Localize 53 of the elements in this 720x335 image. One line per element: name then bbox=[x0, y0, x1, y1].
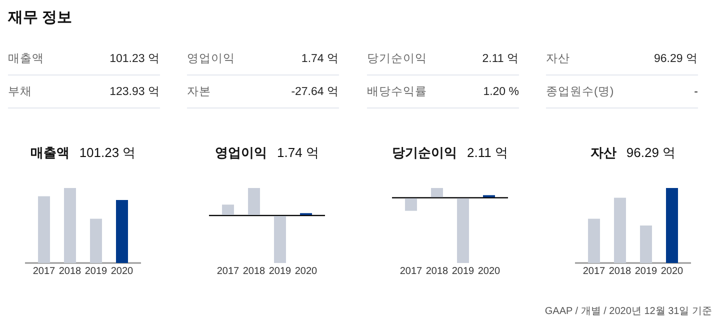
text: 자본 bbox=[187, 86, 211, 98]
text: 자산 bbox=[546, 53, 570, 65]
chart-title: 당기순이익 bbox=[392, 145, 458, 160]
bar bbox=[640, 226, 652, 263]
text: 123.93 억 bbox=[110, 86, 160, 98]
x-tick-label: 2018 bbox=[426, 266, 449, 277]
chart-subtitle: 1.74 억 bbox=[277, 145, 319, 160]
text: 영업이익 bbox=[187, 53, 235, 65]
x-tick-label: 2020 bbox=[110, 266, 134, 277]
x-tick-label: 2019 bbox=[452, 266, 475, 277]
bar bbox=[274, 216, 286, 263]
chart-title: 영업이익 bbox=[215, 145, 268, 160]
bar bbox=[116, 200, 128, 263]
x-tick-label: 2018 bbox=[58, 266, 82, 277]
text: 배당수익률 bbox=[367, 86, 427, 98]
text: 2.11 억 bbox=[482, 53, 519, 65]
text: - bbox=[694, 86, 698, 98]
x-tick-label: 2017 bbox=[216, 266, 240, 277]
x-tick-label: 2020 bbox=[660, 266, 684, 277]
x-tick-label: 2019 bbox=[84, 266, 108, 277]
bar bbox=[222, 204, 234, 216]
text: 재무 정보 bbox=[7, 9, 72, 26]
x-tick-label: 2017 bbox=[32, 266, 56, 277]
chart-subtitle: 101.23 억 bbox=[79, 145, 136, 160]
x-tick-label: 2019 bbox=[268, 266, 292, 277]
text: GAAP / 개별 / 2020년 12월 31일 기준 bbox=[544, 306, 712, 317]
bar bbox=[588, 218, 600, 263]
bar bbox=[38, 196, 50, 263]
bar bbox=[666, 188, 678, 263]
x-tick-label: 2020 bbox=[478, 266, 501, 277]
chart-title: 매출액 bbox=[30, 145, 70, 160]
bar bbox=[90, 218, 102, 263]
x-tick-label: 2020 bbox=[294, 266, 318, 277]
text: 1.20 % bbox=[483, 86, 519, 98]
bar bbox=[64, 188, 76, 263]
x-tick-label: 2017 bbox=[400, 266, 423, 277]
x-tick-label: 2017 bbox=[582, 266, 606, 277]
bar bbox=[614, 198, 626, 263]
text: 종업원수(명) bbox=[546, 86, 614, 98]
x-tick-label: 2018 bbox=[242, 266, 266, 277]
text: 96.29 억 bbox=[654, 53, 698, 65]
x-tick-label: 2018 bbox=[608, 266, 632, 277]
text: 매출액 bbox=[8, 52, 44, 65]
text: -27.64 억 bbox=[291, 86, 339, 98]
chart-subtitle: 2.11 억 bbox=[467, 145, 508, 160]
text: 1.74 억 bbox=[301, 53, 339, 65]
chart-subtitle: 96.29 억 bbox=[626, 145, 676, 160]
bar bbox=[248, 188, 260, 216]
text: 당기순이익 bbox=[367, 53, 427, 65]
x-tick-label: 2019 bbox=[634, 266, 658, 277]
text: 부채 bbox=[8, 86, 32, 98]
chart-title: 자산 bbox=[590, 145, 616, 160]
text: 101.23 억 bbox=[110, 53, 160, 65]
